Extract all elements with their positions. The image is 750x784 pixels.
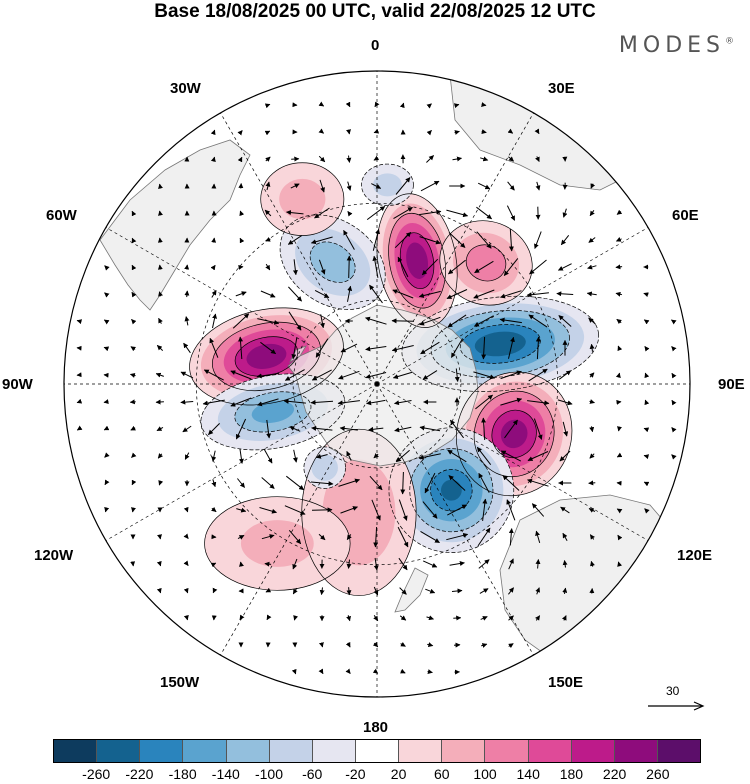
colorbar-swatch xyxy=(658,740,700,762)
lon-label-0: 0 xyxy=(371,37,379,54)
wind-vector xyxy=(617,402,621,403)
colorbar-swatch xyxy=(270,740,313,762)
wind-vector xyxy=(156,402,164,403)
colorbar-tick-label: 140 xyxy=(517,766,540,782)
wind-vector xyxy=(392,321,414,322)
colorbar-swatch xyxy=(572,740,615,762)
colorbar-tick-label: -180 xyxy=(169,766,197,782)
colorbar-swatch xyxy=(356,740,399,762)
colorbar-swatch xyxy=(529,740,572,762)
south-pole-marker xyxy=(375,382,380,387)
anomaly-pos-20e xyxy=(261,163,344,236)
australia xyxy=(500,495,690,665)
wind-vector xyxy=(160,265,161,269)
colorbar-tick-label: 220 xyxy=(603,766,626,782)
wind-vector xyxy=(589,483,596,484)
lon-label-150w: 150W xyxy=(160,674,199,691)
lon-label-90w: 90W xyxy=(2,376,33,393)
wind-vector xyxy=(130,402,135,403)
wind-vector xyxy=(214,238,215,242)
colorbar-swatch xyxy=(442,740,485,762)
colorbar-tick-label: 180 xyxy=(560,766,583,782)
lon-label-30w: 30W xyxy=(170,80,201,97)
colorbar-tick-label: -100 xyxy=(255,766,283,782)
wind-vector xyxy=(187,265,188,269)
colorbar-tick-label: -220 xyxy=(125,766,153,782)
colorbar-swatch xyxy=(485,740,528,762)
wind-vector xyxy=(133,562,134,566)
colorbar-tick-label: -60 xyxy=(302,766,322,782)
lon-label-150e: 150E xyxy=(548,674,583,691)
colorbar-labels: -260 -220 -180 -140 -100 -60 -20 20 60 100 140 180 2… xyxy=(0,766,750,784)
colorbar-tick-label: 60 xyxy=(434,766,450,782)
colorbar-tick-label: 100 xyxy=(473,766,496,782)
colorbar-tick-label: -20 xyxy=(345,766,365,782)
lon-label-30e: 30E xyxy=(548,80,575,97)
wind-vector xyxy=(312,510,332,511)
lon-label-60w: 60W xyxy=(46,207,77,224)
lon-label-90e: 90E xyxy=(718,376,745,393)
colorbar-swatch xyxy=(313,740,356,762)
anomaly-pos-150e xyxy=(205,497,351,591)
colorbar-tick-label: 20 xyxy=(391,766,407,782)
colorbar-swatch xyxy=(54,740,97,762)
lon-label-120e: 120E xyxy=(677,547,712,564)
wind-vector xyxy=(187,291,188,297)
colorbar-swatch xyxy=(615,740,658,762)
colorbar-tick-label: -140 xyxy=(212,766,240,782)
colorbar-tick-label: 260 xyxy=(646,766,669,782)
lon-label-120w: 120W xyxy=(34,547,73,564)
colorbar xyxy=(53,739,701,763)
wind-vector xyxy=(160,238,161,242)
colorbar-swatch xyxy=(183,740,226,762)
lon-label-60e: 60E xyxy=(672,207,699,224)
wind-vector xyxy=(349,256,350,278)
colorbar-swatch xyxy=(227,740,270,762)
wind-vector xyxy=(239,267,243,268)
colorbar-swatch xyxy=(140,740,183,762)
colorbar-swatch xyxy=(399,740,442,762)
reference-vector-label: 30 xyxy=(666,684,679,698)
colorbar-tick-label: -260 xyxy=(82,766,110,782)
colorbar-swatch xyxy=(97,740,140,762)
lon-label-180: 180 xyxy=(363,719,388,736)
